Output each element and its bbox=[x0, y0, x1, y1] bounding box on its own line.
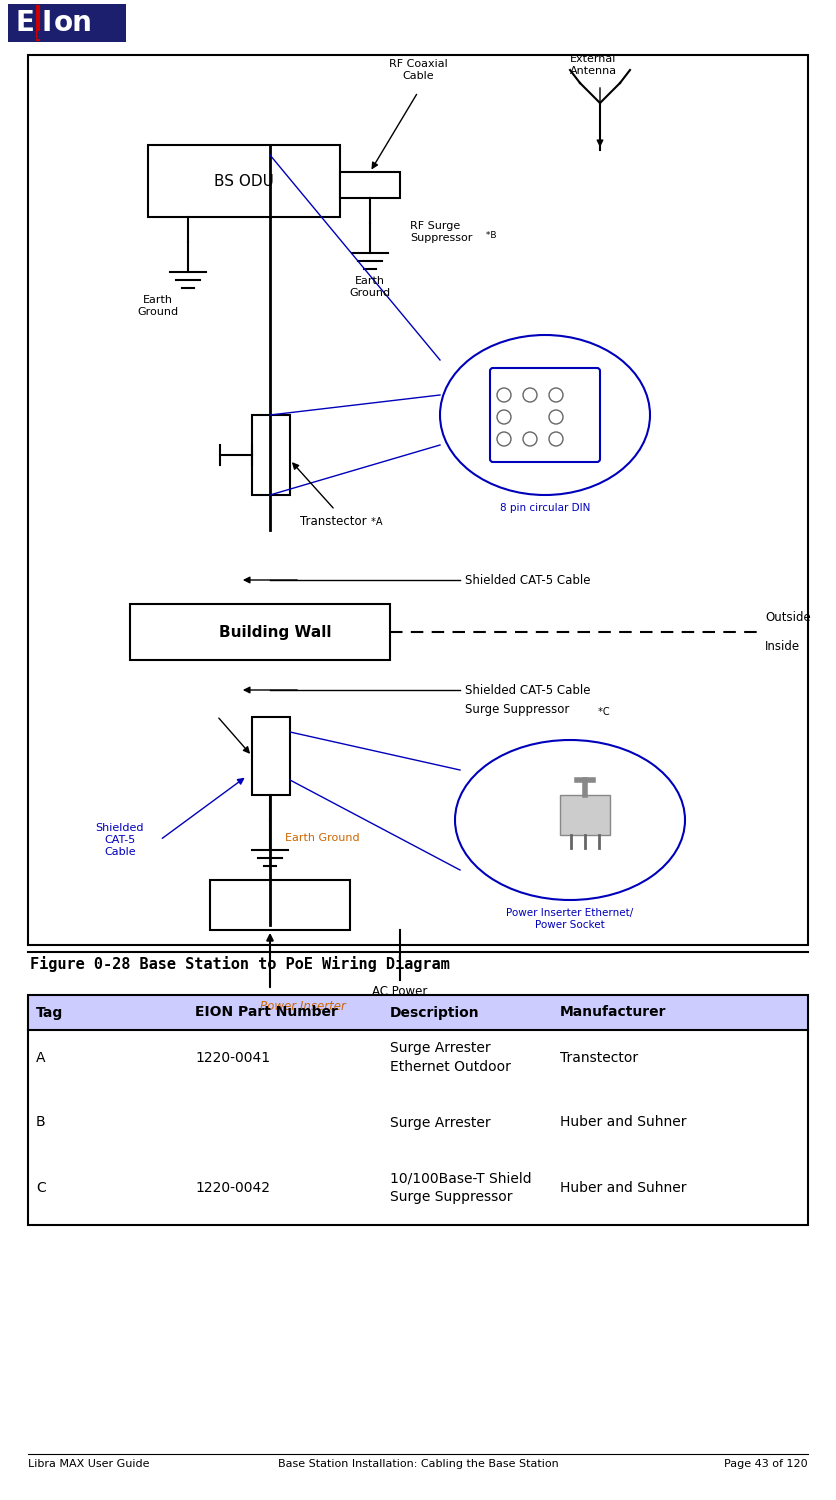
Circle shape bbox=[523, 388, 537, 402]
Text: I: I bbox=[42, 9, 52, 38]
Text: Huber and Suhner: Huber and Suhner bbox=[560, 1180, 686, 1194]
Text: Page 43 of 120: Page 43 of 120 bbox=[724, 1460, 808, 1468]
Circle shape bbox=[549, 432, 563, 445]
Text: Huber and Suhner: Huber and Suhner bbox=[560, 1116, 686, 1130]
Text: EION Part Number: EION Part Number bbox=[195, 1005, 338, 1020]
FancyBboxPatch shape bbox=[252, 416, 290, 495]
Text: Earth Ground: Earth Ground bbox=[285, 833, 359, 843]
Text: B: B bbox=[36, 1116, 46, 1130]
Text: Inside: Inside bbox=[765, 640, 800, 652]
Text: Shielded CAT-5 Cable: Shielded CAT-5 Cable bbox=[465, 573, 590, 586]
Text: WIRELESS: WIRELESS bbox=[16, 32, 71, 40]
FancyBboxPatch shape bbox=[28, 56, 808, 945]
Text: Outside: Outside bbox=[765, 610, 811, 624]
Text: Earth
Ground: Earth Ground bbox=[137, 296, 179, 316]
Circle shape bbox=[497, 432, 511, 445]
Text: *C: *C bbox=[595, 706, 609, 717]
Text: RF Coaxial
Cable: RF Coaxial Cable bbox=[389, 58, 447, 81]
Text: Description: Description bbox=[390, 1005, 480, 1020]
FancyBboxPatch shape bbox=[340, 172, 400, 198]
FancyBboxPatch shape bbox=[8, 4, 126, 42]
Text: Libra MAX User Guide: Libra MAX User Guide bbox=[28, 1460, 150, 1468]
Text: Transtector: Transtector bbox=[300, 514, 367, 528]
Circle shape bbox=[523, 432, 537, 445]
Text: 8 pin circular DIN: 8 pin circular DIN bbox=[500, 503, 590, 513]
FancyBboxPatch shape bbox=[490, 368, 600, 462]
Text: Manufacturer: Manufacturer bbox=[560, 1005, 666, 1020]
Text: 1220-0041: 1220-0041 bbox=[195, 1050, 270, 1065]
Text: C: C bbox=[36, 1180, 46, 1194]
Text: *B: *B bbox=[483, 231, 497, 240]
FancyBboxPatch shape bbox=[210, 880, 350, 930]
Ellipse shape bbox=[440, 334, 650, 495]
Text: Surge Arrester
Ethernet Outdoor: Surge Arrester Ethernet Outdoor bbox=[390, 1041, 511, 1074]
Text: AC Power: AC Power bbox=[372, 986, 428, 998]
Text: Tag: Tag bbox=[36, 1005, 64, 1020]
FancyBboxPatch shape bbox=[560, 795, 610, 836]
Text: Surge Suppressor: Surge Suppressor bbox=[465, 704, 569, 717]
Circle shape bbox=[549, 410, 563, 424]
Text: *A: *A bbox=[368, 518, 383, 526]
Text: 10/100Base-T Shield
Surge Suppressor: 10/100Base-T Shield Surge Suppressor bbox=[390, 1172, 532, 1203]
Text: Shielded
CAT-5
Cable: Shielded CAT-5 Cable bbox=[96, 824, 145, 856]
Text: on: on bbox=[54, 9, 93, 38]
FancyBboxPatch shape bbox=[28, 994, 808, 1030]
Text: BS ODU: BS ODU bbox=[214, 174, 274, 189]
Text: Base Station Installation: Cabling the Base Station: Base Station Installation: Cabling the B… bbox=[278, 1460, 558, 1468]
Text: 1220-0042: 1220-0042 bbox=[195, 1180, 270, 1194]
Text: RF Surge
Suppressor: RF Surge Suppressor bbox=[410, 220, 472, 243]
Circle shape bbox=[497, 388, 511, 402]
Circle shape bbox=[549, 388, 563, 402]
Text: Building Wall: Building Wall bbox=[219, 624, 331, 639]
Text: Power Inserter: Power Inserter bbox=[260, 1000, 346, 1012]
Text: Transtector: Transtector bbox=[560, 1050, 638, 1065]
Text: A: A bbox=[36, 1050, 45, 1065]
FancyBboxPatch shape bbox=[148, 146, 340, 218]
Text: Power Inserter Ethernet/: Power Inserter Ethernet/ bbox=[507, 908, 634, 918]
FancyBboxPatch shape bbox=[130, 604, 390, 660]
Text: Earth
Ground: Earth Ground bbox=[349, 276, 390, 297]
Text: External
Antenna: External Antenna bbox=[570, 54, 617, 76]
Circle shape bbox=[497, 410, 511, 424]
Text: Figure 0-28 Base Station to PoE Wiring Diagram: Figure 0-28 Base Station to PoE Wiring D… bbox=[30, 956, 450, 972]
FancyBboxPatch shape bbox=[252, 717, 290, 795]
Text: Surge Arrester: Surge Arrester bbox=[390, 1116, 491, 1130]
Text: Power Socket: Power Socket bbox=[535, 920, 605, 930]
Text: E: E bbox=[16, 9, 35, 38]
Ellipse shape bbox=[455, 740, 685, 900]
Text: Shielded CAT-5 Cable: Shielded CAT-5 Cable bbox=[465, 684, 590, 696]
